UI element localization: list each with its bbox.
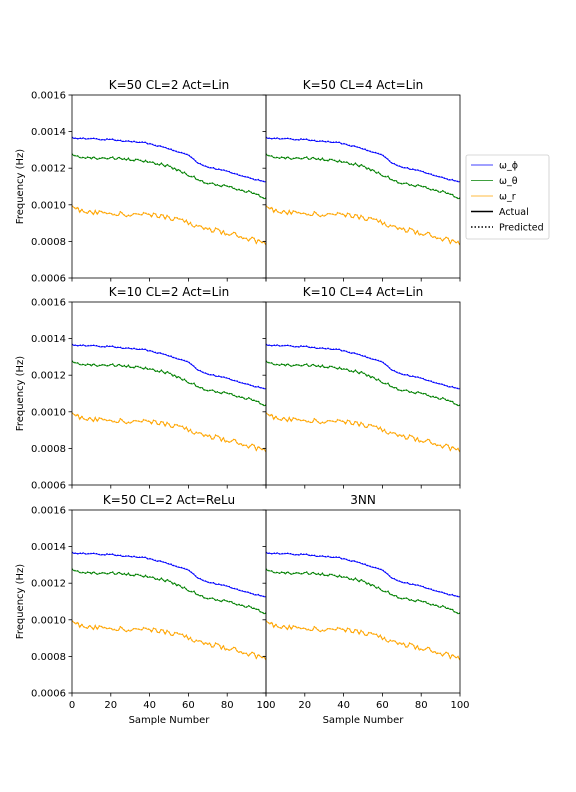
series-omega_phi-predicted [266,551,460,598]
plot-frame [265,509,461,694]
series-omega_r-actual [266,205,460,246]
series-omega_r-actual [266,620,460,661]
panel-1: K=50 CL=2 Act=Lin 0.0006 0.0008 0.0010 0.001… [15,78,267,285]
x-tick-label: 20 [104,700,117,711]
series-omega_phi-predicted [72,343,266,390]
y-tick-label: 0.0006 [31,481,66,492]
series-omega_theta-actual [266,153,460,200]
x-tick-label: 0 [263,700,269,711]
legend-label: Actual [499,207,529,218]
x-tick-label: 60 [376,700,389,711]
x-tick-label: 80 [221,700,234,711]
series-omega_r-actual [72,412,266,453]
plot-frame [265,94,461,279]
series-omega_r-actual [72,205,266,246]
panel-5: K=50 CL=2 Act=ReLu 0 20 40 60 80 100 0.0006 0.00… [15,493,276,726]
series-omega_r-actual [266,412,460,453]
series-omega_r-predicted [266,412,460,453]
panel-title: K=10 CL=4 Act=Lin [303,285,424,299]
series-omega_phi-actual [72,552,266,598]
legend-label: ω_θ [499,176,518,187]
series-omega_theta-predicted [72,153,266,200]
y-tick-label: 0.0016 [31,298,66,309]
y-tick-label: 0.0010 [31,407,66,418]
x-axis-label: Sample Number [129,715,211,726]
panel-4: K=10 CL=4 Act=Lin [262,285,461,489]
series-omega_theta-predicted [266,153,460,200]
y-tick-label: 0.0016 [31,91,66,102]
series-omega_theta-predicted [72,568,266,615]
x-tick-label: 40 [143,700,156,711]
y-tick-label: 0.0010 [31,615,66,626]
series-omega_phi-actual [266,137,460,183]
panel-title: K=10 CL=2 Act=Lin [109,285,230,299]
series-omega_theta-predicted [266,568,460,615]
y-tick-label: 0.0008 [31,237,66,248]
series-omega_theta-predicted [72,360,266,407]
x-tick-label: 100 [450,700,469,711]
series-omega_phi-predicted [266,343,460,390]
panel-title: K=50 CL=4 Act=Lin [303,78,424,92]
plot-frame [71,301,267,486]
series-omega_theta-actual [266,360,460,407]
y-tick-label: 0.0012 [31,164,66,175]
series-omega_theta-actual [72,360,266,407]
y-tick-label: 0.0006 [31,274,66,285]
series-omega_r-predicted [72,620,266,661]
panel-title: 3NN [350,493,376,507]
y-tick-label: 0.0014 [31,127,66,138]
series-omega_theta-predicted [266,360,460,407]
series-omega_phi-predicted [72,136,266,183]
y-tick-label: 0.0014 [31,334,66,345]
x-tick-label: 100 [256,700,275,711]
series-omega_phi-predicted [72,551,266,598]
x-axis-label: Sample Number [323,715,405,726]
series-omega_r-predicted [72,412,266,453]
legend-label: ω_r [499,192,516,203]
y-axis-label: Frequency (Hz) [15,149,26,225]
panel-3: K=10 CL=2 Act=Lin 0.0006 0.0008 0.0010 0.001… [15,285,267,492]
series-omega_r-predicted [266,620,460,661]
series-omega_phi-actual [72,344,266,390]
series-omega_phi-actual [266,344,460,390]
legend-box [465,154,550,240]
panel-title: K=50 CL=2 Act=Lin [109,78,230,92]
series-omega_phi-actual [266,552,460,598]
series-omega_phi-predicted [266,136,460,183]
y-tick-label: 0.0012 [31,371,66,382]
legend: ω_ϕ ω_θ ω_r Actual Predicted [465,154,550,240]
y-tick-label: 0.0010 [31,200,66,211]
series-omega_r-actual [72,620,266,661]
plot-frame [71,509,267,694]
y-tick-label: 0.0008 [31,652,66,663]
y-tick-label: 0.0006 [31,689,66,700]
series-omega_theta-actual [266,568,460,615]
plot-frame [265,301,461,486]
panel-2: K=50 CL=4 Act=Lin [262,78,461,282]
panel-6: 3NN 0 20 40 60 80 100 Sample Number [262,493,470,726]
series-omega_phi-actual [72,137,266,183]
panel-title: K=50 CL=2 Act=ReLu [103,493,235,507]
series-omega_theta-actual [72,153,266,200]
x-tick-label: 0 [69,700,75,711]
x-tick-label: 20 [298,700,311,711]
y-axis-label: Frequency (Hz) [15,356,26,432]
legend-label: Predicted [499,223,544,234]
series-omega_r-predicted [72,205,266,246]
y-tick-label: 0.0012 [31,579,66,590]
x-tick-label: 40 [337,700,350,711]
legend-label: ω_ϕ [499,161,518,172]
y-tick-label: 0.0008 [31,444,66,455]
y-tick-label: 0.0016 [31,506,66,517]
plot-frame [71,94,267,279]
y-axis-label: Frequency (Hz) [15,564,26,640]
y-tick-label: 0.0014 [31,542,66,553]
x-tick-label: 80 [415,700,428,711]
series-omega_r-predicted [266,205,460,246]
series-omega_theta-actual [72,568,266,615]
x-tick-label: 60 [182,700,195,711]
